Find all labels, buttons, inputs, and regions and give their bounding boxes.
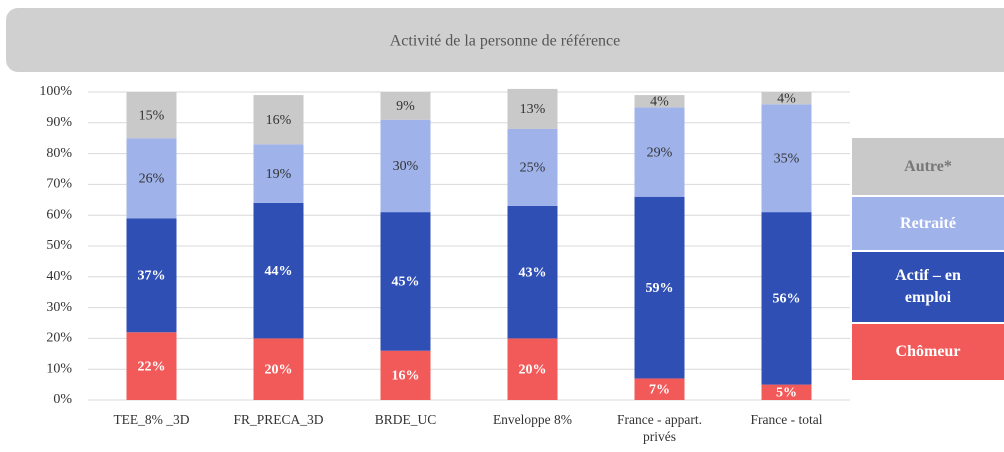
- data-label: 13%: [520, 102, 546, 117]
- legend-item: Retraité: [852, 197, 1004, 250]
- y-tick-label: 80%: [46, 146, 72, 161]
- bar-segment: [380, 119, 431, 213]
- bar-segment: [380, 350, 431, 400]
- data-label: 20%: [265, 362, 293, 377]
- bar-segment: [126, 332, 177, 400]
- data-label: 20%: [519, 362, 547, 377]
- y-tick-label: 70%: [46, 177, 72, 192]
- data-label: 19%: [266, 167, 292, 182]
- data-label: 29%: [647, 145, 673, 160]
- bar-segment: [634, 196, 685, 379]
- data-label: 45%: [392, 275, 420, 290]
- x-tick-label: Enveloppe 8%: [492, 412, 573, 427]
- data-label: 7%: [649, 382, 670, 397]
- data-label: 35%: [774, 151, 800, 166]
- bar-segment: [507, 338, 558, 400]
- bar-segment: [253, 95, 304, 145]
- data-label: 59%: [646, 281, 674, 296]
- x-tick-label: BRDE_UC: [374, 412, 437, 427]
- data-label: 25%: [520, 161, 546, 176]
- x-tick-label: France - total: [750, 412, 823, 427]
- y-tick-label: 0%: [53, 392, 72, 407]
- x-tick-label: FR_PRECA_3D: [233, 412, 324, 427]
- bar-segment: [507, 205, 558, 339]
- legend-item: Chômeur: [852, 324, 1004, 380]
- bar-segment: [380, 212, 431, 351]
- data-label: 44%: [265, 264, 293, 279]
- data-label: 43%: [519, 265, 547, 280]
- data-label: 37%: [138, 268, 166, 283]
- y-tick-label: 40%: [46, 269, 72, 284]
- bar-segment: [761, 384, 812, 400]
- y-tick-label: 50%: [46, 238, 72, 253]
- x-tick-label: France - appart. privés: [616, 412, 703, 444]
- legend-item: Autre*: [852, 138, 1004, 195]
- bar-segment: [253, 338, 304, 400]
- y-tick-label: 100%: [39, 84, 72, 99]
- data-label: 5%: [776, 386, 797, 401]
- bar-segment: [253, 202, 304, 339]
- bar-segment: [761, 92, 812, 105]
- bar-segment: [507, 88, 558, 129]
- data-label: 22%: [138, 359, 166, 374]
- bar-segment: [634, 107, 685, 197]
- bar-segment: [634, 378, 685, 400]
- bar-segment: [761, 104, 812, 213]
- title-banner: [6, 8, 1004, 72]
- bar-segment: [253, 144, 304, 203]
- data-label: 16%: [392, 369, 420, 384]
- chart-title: Activité de la personne de référence: [390, 33, 621, 50]
- y-tick-label: 30%: [46, 300, 72, 315]
- y-tick-label: 60%: [46, 207, 72, 222]
- y-tick-label: 90%: [46, 115, 72, 130]
- y-tick-label: 20%: [46, 331, 72, 346]
- bar-segment: [507, 128, 558, 206]
- data-label: 4%: [650, 94, 669, 109]
- bar-segment: [126, 138, 177, 219]
- bar-segment: [126, 92, 177, 139]
- data-label: 4%: [777, 91, 796, 106]
- data-label: 26%: [139, 171, 165, 186]
- bar-segment: [761, 212, 812, 385]
- legend-item: Actif – en emploi: [852, 252, 1004, 322]
- data-label: 9%: [396, 99, 415, 114]
- bar-segment: [126, 218, 177, 333]
- bar-segment: [634, 95, 685, 108]
- bar-segment: [380, 92, 431, 120]
- y-tick-label: 10%: [46, 361, 72, 376]
- data-label: 56%: [773, 292, 801, 307]
- data-label: 30%: [393, 159, 419, 174]
- data-label: 15%: [139, 108, 165, 123]
- x-tick-label: TEE_8% _3D: [113, 412, 190, 427]
- data-label: 16%: [266, 113, 292, 128]
